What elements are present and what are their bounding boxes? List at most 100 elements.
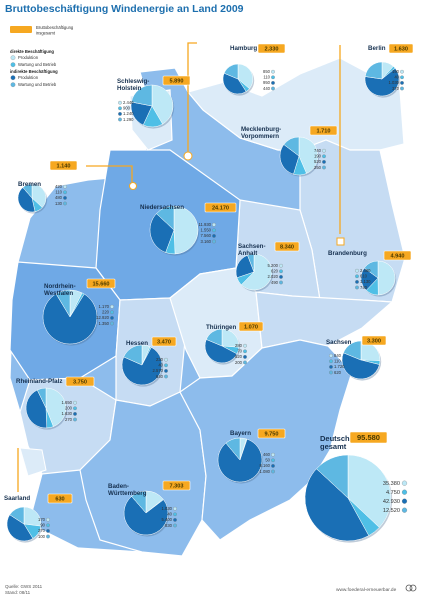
niedersachsen-label: Niedersachsen: [140, 204, 184, 211]
nordrhein-westfalen-dot-3: [110, 316, 114, 320]
hessen-total-box: [151, 336, 177, 347]
rheinland-pfalz-value-4: 270: [65, 417, 73, 422]
deutschland-gesamt-dot-1: [401, 480, 408, 486]
thueringen-slice-1: [221, 328, 240, 348]
deutschland-gesamt-value-2: 4.750: [386, 490, 400, 496]
saarland-slice-1: [23, 506, 42, 527]
baden-wuerttemberg-slice-3: [123, 496, 169, 536]
rheinland-pfalz-total-box: [65, 376, 95, 387]
sachsen-anhalt-label-line-2: Anhalt: [238, 250, 257, 257]
bremen-value-3: 480: [55, 195, 63, 200]
deutschland-gesamt-slice-3: [304, 468, 370, 542]
saarland-dot-4: [46, 534, 50, 539]
hamburg-total-value: 2.330: [265, 47, 279, 53]
rheinland-pfalz-slice-1: [45, 387, 67, 427]
saarland-total-box: [47, 493, 73, 504]
brandenburg-total-value: 4.940: [391, 254, 405, 260]
niedersachsen-slice-3: [149, 213, 175, 253]
rheinland-pfalz-value-3: 1.630: [62, 411, 73, 416]
rheinland-pfalz-dot-1: [73, 400, 77, 405]
mecklenburg-vorpommern-dot-4: [322, 165, 326, 170]
bayern-dot-1: [271, 452, 275, 457]
nordrhein-westfalen-dot-1: [110, 304, 114, 309]
sachsen-value-3: 1.720: [334, 364, 345, 369]
mecklenburg-vorpommern-total-value: 1.710: [317, 129, 331, 135]
berlin-total-value: 1.630: [394, 47, 408, 53]
hamburg-dot-2: [271, 75, 275, 80]
bayern-slice-3: [217, 438, 263, 483]
schleswig-holstein-slice-1: [151, 84, 174, 125]
deutschland-gesamt-total-value: 95.580: [357, 433, 380, 442]
bayern-total-box: [257, 428, 286, 439]
schleswig-holstein-slice-4: [131, 84, 153, 107]
nordrhein-westfalen-label-line-1: Nordrhein-: [44, 283, 76, 290]
berlin-total-box: [388, 43, 414, 54]
source-note: Quelle: GWS 2011: [5, 584, 43, 589]
mecklenburg-vorpommern-dot-1: [322, 148, 326, 153]
saarland-slice-3: [6, 514, 34, 542]
mecklenburg-vorpommern-slice-4: [283, 136, 300, 157]
mecklenburg-vorpommern-label-line-2: Vorpommern: [241, 133, 279, 140]
brandenburg-value-3: 1.130: [360, 279, 371, 284]
hamburg-marker: [183, 151, 193, 161]
schleswig-holstein-label-line-1: Schleswig-: [117, 78, 149, 85]
nordrhein-westfalen-slice-3: [42, 293, 98, 345]
deutschland-gesamt-slice-1: [347, 454, 392, 528]
bremen-dot-4: [63, 201, 67, 206]
schleswig-holstein-value-4: 1.290: [123, 117, 134, 122]
nordrhein-westfalen-value-1: 1.170: [99, 304, 110, 309]
sachsen-anhalt-value-3: 2.020: [268, 274, 279, 279]
sachsen-slice-4: [343, 340, 362, 361]
hamburg-slice-1: [237, 63, 254, 90]
niedersachsen-value-2: 1.550: [201, 228, 212, 233]
bremen-value-2: 110: [55, 190, 62, 195]
saarland-value-2: 90: [40, 523, 45, 528]
berlin-dot-4: [400, 86, 404, 91]
schleswig-holstein-dot-1: [118, 100, 122, 105]
thueringen-value-3: 520: [235, 354, 243, 359]
saarland-dot-2: [46, 523, 50, 528]
schleswig-holstein-value-1: 2.440: [123, 100, 134, 105]
sachsen-anhalt-slice-4: [247, 253, 255, 273]
rheinland-pfalz-total-value: 3.750: [73, 380, 87, 386]
bremen-total-value: 1.140: [57, 164, 71, 170]
thueringen-dot-3: [243, 355, 247, 359]
thueringen-slice-4: [205, 328, 223, 347]
brandenburg-dot-4: [355, 285, 359, 290]
sachsen-anhalt-value-1: 5.200: [268, 263, 279, 268]
baden-wuerttemberg-total-value: 7.303: [170, 484, 184, 490]
sachsen-dot-1: [329, 353, 333, 358]
brandenburg-value-2: 610: [360, 274, 368, 279]
niedersachsen-slice-1: [173, 205, 199, 255]
mecklenburg-vorpommern-total-box: [309, 125, 338, 136]
saarland-dot-1: [46, 517, 50, 522]
niedersachsen-total-value: 24.170: [212, 206, 229, 212]
hessen-slice-3: [121, 346, 163, 386]
baden-wuerttemberg-value-1: 1.030: [162, 506, 173, 511]
niedersachsen-dot-4: [212, 239, 216, 244]
sachsen-anhalt-dot-4: [279, 280, 283, 285]
niedersachsen-slice-4: [156, 205, 175, 231]
chart-title: Bruttobeschäftigung Windenergie an Land …: [5, 3, 244, 15]
schleswig-holstein-label-line-2: Holstein: [117, 85, 142, 92]
sachsen-slice-1: [360, 340, 381, 361]
saarland-dot-3: [46, 529, 50, 533]
bremen-slice-4: [22, 183, 33, 199]
mecklenburg-vorpommern-dot-3: [322, 160, 326, 164]
website-note: www.foederal-erneuerbar.de: [336, 588, 397, 593]
bremen-slice-1: [31, 183, 47, 208]
hamburg-value-1: 850: [263, 69, 271, 74]
schleswig-holstein-dot-3: [118, 112, 122, 116]
rheinland-pfalz-value-2: 200: [65, 406, 73, 411]
saarland-total-value: 630: [55, 497, 64, 503]
baden-wuerttemberg-dot-1: [173, 506, 177, 511]
hamburg-value-2: 110: [263, 75, 270, 80]
sachsen-dot-2: [329, 359, 333, 364]
niedersachsen-dot-3: [212, 234, 216, 238]
deutschland-gesamt-dot-2: [401, 489, 408, 495]
